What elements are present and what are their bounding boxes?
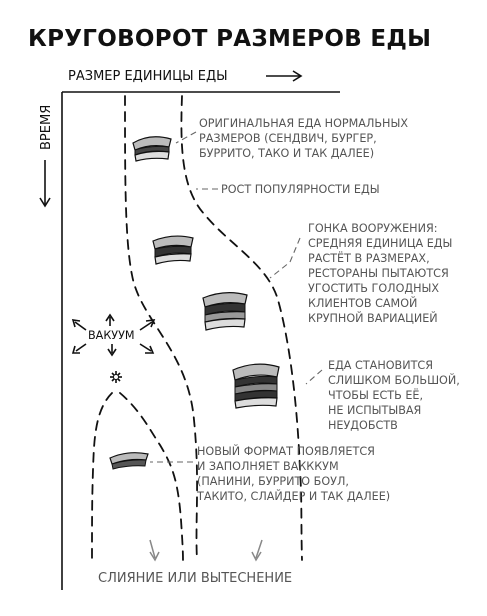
svg-text:КРУПНОЙ ВАРИАЦИЕЙ: КРУПНОЙ ВАРИАЦИЕЙ bbox=[308, 312, 438, 325]
path-right-edge bbox=[180, 95, 303, 561]
svg-text:РЕСТОРАНЫ ПЫТАЮТСЯ: РЕСТОРАНЫ ПЫТАЮТСЯ bbox=[308, 267, 449, 280]
merge-arrow-left-icon bbox=[149, 539, 160, 562]
svg-text:РОСТ ПОПУЛЯРНОСТИ ЕДЫ: РОСТ ПОПУЛЯРНОСТИ ЕДЫ bbox=[221, 183, 380, 196]
svg-text:НЕУДОБСТВ: НЕУДОБСТВ bbox=[328, 419, 398, 432]
sandwich-icon bbox=[202, 292, 248, 331]
vacuum-arrows-icon bbox=[71, 313, 156, 357]
annotation-original: ОРИГИНАЛЬНАЯ ЕДА НОРМАЛЬНЫХ РАЗМЕРОВ (СЕ… bbox=[199, 117, 408, 160]
x-axis-label: РАЗМЕР ЕДИНИЦЫ ЕДЫ bbox=[68, 69, 228, 84]
sandwich-icon bbox=[152, 235, 194, 265]
svg-text:ЧТОБЫ ЕСТЬ ЕЁ,: ЧТОБЫ ЕСТЬ ЕЁ, bbox=[328, 389, 423, 402]
comic-title: КРУГОВОРОТ РАЗМЕРОВ ЕДЫ bbox=[28, 26, 431, 52]
path-left-edge bbox=[124, 95, 198, 561]
leader-arms-race bbox=[269, 237, 301, 279]
svg-text:И ЗАПОЛНЯЕТ ВАКККУМ: И ЗАПОЛНЯЕТ ВАКККУМ bbox=[197, 460, 339, 473]
svg-text:ТАКИТО, СЛАЙДЕР И ТАК ДАЛЕЕ): ТАКИТО, СЛАЙДЕР И ТАК ДАЛЕЕ) bbox=[196, 490, 390, 503]
new-path-right-edge bbox=[119, 392, 184, 561]
svg-text:УГОСТИТЬ ГОЛОДНЫХ: УГОСТИТЬ ГОЛОДНЫХ bbox=[308, 282, 439, 295]
svg-text:РАЗМЕРОВ (СЕНДВИЧ, БУРГЕР,: РАЗМЕРОВ (СЕНДВИЧ, БУРГЕР, bbox=[199, 132, 377, 145]
svg-text:КЛИЕНТОВ САМОЙ: КЛИЕНТОВ САМОЙ bbox=[308, 297, 417, 310]
annotation-new-format: НОВЫЙ ФОРМАТ ПОЯВЛЯЕТСЯ И ЗАПОЛНЯЕТ ВАКК… bbox=[196, 445, 390, 503]
vacuum-label: ВАКУУМ bbox=[88, 329, 135, 342]
svg-text:НОВЫЙ ФОРМАТ ПОЯВЛЯЕТСЯ: НОВЫЙ ФОРМАТ ПОЯВЛЯЕТСЯ bbox=[197, 445, 375, 458]
merge-arrow-right-icon bbox=[251, 539, 263, 562]
svg-text:ЕДА СТАНОВИТСЯ: ЕДА СТАНОВИТСЯ bbox=[328, 359, 433, 372]
burst-icon bbox=[110, 371, 122, 383]
new-path-left-edge bbox=[91, 392, 113, 561]
y-axis-label: ВРЕМЯ bbox=[39, 105, 54, 150]
svg-text:ОРИГИНАЛЬНАЯ ЕДА НОРМАЛЬНЫХ: ОРИГИНАЛЬНАЯ ЕДА НОРМАЛЬНЫХ bbox=[199, 117, 408, 130]
svg-text:СЛИШКОМ БОЛЬШОЙ,: СЛИШКОМ БОЛЬШОЙ, bbox=[328, 374, 460, 387]
annotation-popularity: РОСТ ПОПУЛЯРНОСТИ ЕДЫ bbox=[221, 183, 380, 196]
svg-text:ГОНКА ВООРУЖЕНИЯ:: ГОНКА ВООРУЖЕНИЯ: bbox=[308, 222, 438, 235]
sandwich-icon bbox=[132, 136, 172, 162]
sandwich-icon bbox=[109, 452, 149, 470]
y-axis-arrow-icon bbox=[39, 160, 51, 208]
bottom-label: СЛИЯНИЕ ИЛИ ВЫТЕСНЕНИЕ bbox=[98, 571, 292, 586]
annotation-arms-race: ГОНКА ВООРУЖЕНИЯ: СРЕДНЯЯ ЕДИНИЦА ЕДЫ РА… bbox=[308, 222, 452, 325]
svg-text:СРЕДНЯЯ ЕДИНИЦА ЕДЫ: СРЕДНЯЯ ЕДИНИЦА ЕДЫ bbox=[308, 237, 452, 250]
leader-original bbox=[175, 131, 197, 144]
annotation-too-big: ЕДА СТАНОВИТСЯ СЛИШКОМ БОЛЬШОЙ, ЧТОБЫ ЕС… bbox=[328, 359, 460, 432]
svg-text:НЕ ИСПЫТЫВАЯ: НЕ ИСПЫТЫВАЯ bbox=[328, 404, 421, 417]
svg-text:БУРРИТО, ТАКО И ТАК ДАЛЕЕ): БУРРИТО, ТАКО И ТАК ДАЛЕЕ) bbox=[199, 147, 374, 160]
svg-text:РАСТЁТ В РАЗМЕРАХ,: РАСТЁТ В РАЗМЕРАХ, bbox=[308, 252, 430, 265]
x-axis-arrow-icon bbox=[266, 70, 303, 82]
sandwich-icon bbox=[232, 363, 280, 409]
svg-text:(ПАНИНИ, БУРРИТО БОУЛ,: (ПАНИНИ, БУРРИТО БОУЛ, bbox=[197, 475, 349, 488]
leader-too-big bbox=[305, 369, 323, 385]
